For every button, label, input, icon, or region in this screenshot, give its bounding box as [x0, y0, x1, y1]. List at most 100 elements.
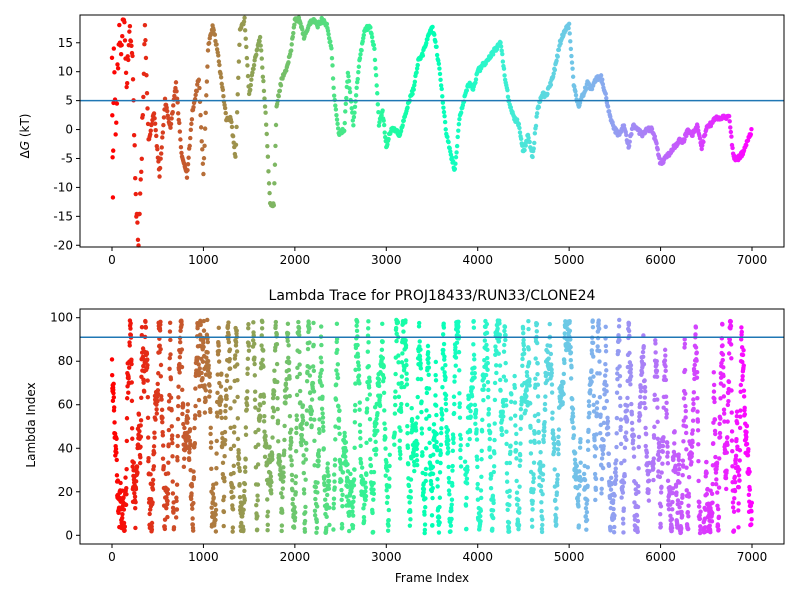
- lambda-point: [153, 417, 158, 422]
- delta-g-point: [144, 90, 150, 96]
- lambda-point: [439, 406, 444, 412]
- lambda-point: [672, 429, 677, 434]
- lambda-point: [569, 365, 574, 370]
- lambda-point: [316, 448, 322, 453]
- lambda-point: [527, 401, 533, 406]
- lambda-point: [590, 324, 596, 330]
- lambda-point: [384, 463, 389, 469]
- lambda-point: [408, 517, 413, 522]
- delta-g-point: [175, 111, 181, 116]
- lambda-point: [336, 425, 341, 430]
- lambda-point: [712, 396, 717, 401]
- lambda-point: [456, 324, 461, 329]
- lambda-point: [221, 494, 227, 499]
- lambda-point: [630, 427, 635, 432]
- lambda-point: [322, 482, 327, 488]
- lambda-point: [220, 472, 226, 477]
- delta-g-point: [133, 191, 138, 197]
- lambda-point: [664, 400, 669, 405]
- lambda-point: [513, 423, 518, 428]
- lambda-point: [491, 500, 496, 506]
- lambda-point: [695, 428, 701, 433]
- delta-g-chart: 0 1000 2000 3000 4000 5000 6000 7000 -20-15-10-…: [18, 14, 785, 267]
- lambda-point: [714, 460, 720, 466]
- lambda-point: [293, 448, 299, 454]
- lambda-point: [481, 375, 487, 381]
- delta-g-point: [376, 109, 381, 115]
- lambda-point: [294, 417, 300, 422]
- lambda-point: [170, 505, 176, 511]
- lambda-point: [299, 426, 305, 432]
- lambda-point: [681, 418, 686, 423]
- lambda-point: [747, 469, 752, 474]
- lambda-point: [552, 467, 557, 472]
- lambda-point: [621, 506, 627, 511]
- lambda-point: [715, 503, 720, 508]
- lambda-point: [434, 439, 439, 445]
- lambda-x-ticks: 0 1000 2000 3000 4000 5000 6000 7000: [108, 544, 767, 564]
- lambda-point: [539, 529, 545, 535]
- lambda-point: [368, 456, 373, 462]
- lambda-point: [235, 416, 241, 421]
- delta-g-point: [259, 56, 264, 61]
- lambda-point: [682, 345, 687, 350]
- delta-g-point: [411, 87, 416, 92]
- delta-g-point: [200, 161, 206, 166]
- delta-g-point: [371, 42, 377, 48]
- lambda-point: [451, 440, 456, 446]
- lambda-point: [375, 428, 380, 433]
- lambda-point: [307, 326, 312, 332]
- lambda-point: [517, 510, 522, 515]
- delta-g-point: [604, 95, 609, 101]
- lambda-point: [218, 409, 223, 414]
- y-tick-label: 100: [50, 311, 73, 325]
- lambda-point: [265, 497, 270, 502]
- lambda-point: [635, 504, 641, 510]
- lambda-point: [425, 343, 431, 349]
- lambda-point: [167, 355, 172, 361]
- lambda-point: [549, 367, 554, 372]
- lambda-point: [280, 510, 285, 515]
- lambda-point: [357, 407, 362, 412]
- y-tick-label: -10: [53, 180, 73, 194]
- delta-g-point: [110, 195, 116, 200]
- delta-g-point: [500, 59, 506, 64]
- delta-g-point: [229, 119, 234, 125]
- lambda-point: [614, 431, 619, 436]
- lambda-point: [213, 502, 218, 507]
- lambda-point: [513, 440, 519, 446]
- lambda-point: [736, 501, 741, 506]
- lambda-point: [261, 394, 267, 399]
- lambda-point: [404, 377, 409, 382]
- lambda-point: [469, 394, 475, 399]
- delta-g-point: [342, 128, 347, 134]
- lambda-point: [655, 419, 660, 425]
- lambda-point: [472, 365, 477, 370]
- lambda-point: [255, 462, 261, 467]
- lambda-axes-frame: [79, 308, 785, 545]
- delta-g-point: [437, 71, 443, 77]
- lambda-point: [556, 451, 561, 457]
- delta-g-point: [250, 70, 255, 75]
- delta-g-point: [344, 95, 349, 101]
- lambda-point: [737, 467, 742, 472]
- lambda-point: [601, 420, 607, 426]
- lambda-point: [179, 322, 184, 327]
- lambda-point: [258, 403, 263, 408]
- lambda-point: [592, 471, 598, 477]
- delta-g-point: [115, 62, 120, 67]
- delta-g-point: [361, 32, 366, 38]
- lambda-point: [694, 369, 700, 375]
- lambda-point: [561, 380, 566, 386]
- lambda-point: [418, 347, 423, 352]
- lambda-point: [423, 478, 428, 484]
- lambda-point: [274, 341, 280, 347]
- lambda-point: [394, 331, 399, 337]
- lambda-point: [518, 458, 523, 463]
- lambda-point: [252, 355, 257, 360]
- lambda-point: [354, 328, 360, 334]
- delta-g-point: [441, 109, 447, 115]
- lambda-point: [695, 409, 700, 414]
- lambda-point: [498, 388, 503, 393]
- lambda-point: [191, 475, 197, 480]
